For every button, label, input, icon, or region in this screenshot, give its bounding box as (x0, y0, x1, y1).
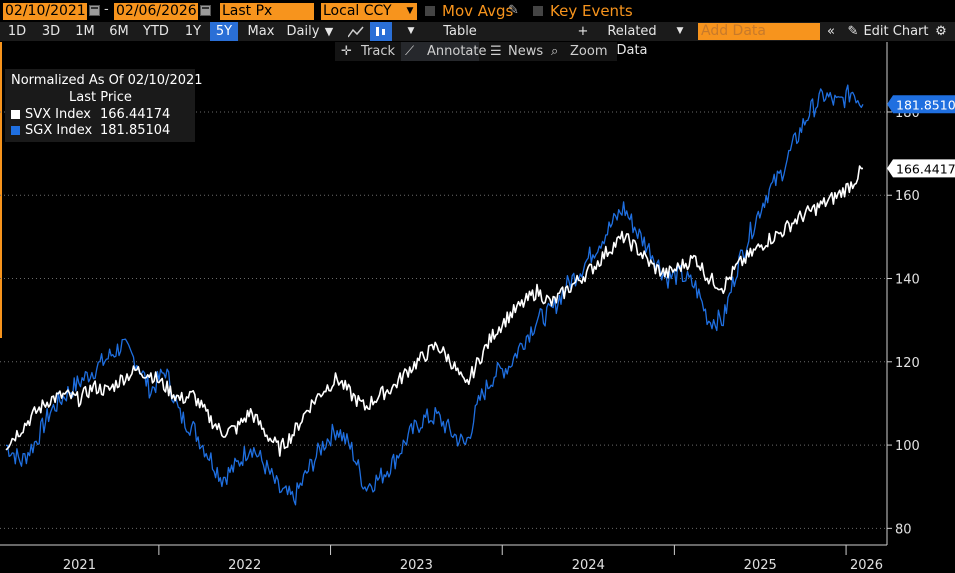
currency-dropdown-icon[interactable]: ▼ (403, 3, 417, 20)
y-tick-label: 140 (895, 273, 920, 288)
frequency-select[interactable]: Daily (286, 24, 320, 39)
series-line-sgx-index (5, 84, 864, 506)
annotate-icon: ⟋ (405, 44, 415, 59)
period-1d[interactable]: 1D (7, 24, 27, 39)
line-chart-icon[interactable] (345, 22, 367, 41)
chart-type-dropdown-icon[interactable]: ▼ (407, 26, 415, 36)
y-tick-label: 100 (895, 439, 920, 454)
price-tag-label: 166.44174 (896, 161, 955, 176)
legend-series-svx-name: SVX Index (25, 107, 91, 122)
legend-series-sgx-value: 181.85104 (100, 123, 171, 138)
collapse-icon[interactable]: « (827, 24, 835, 39)
period-max[interactable]: Max (247, 24, 275, 39)
period-3d[interactable]: 3D (41, 24, 61, 39)
magnifier-icon[interactable]: ⌕ (551, 44, 559, 59)
price-tag-box (887, 159, 955, 178)
price-tag-box (887, 95, 955, 114)
news-button[interactable]: News (508, 44, 544, 59)
related-data-button[interactable]: Related Data (607, 24, 657, 58)
period-5y[interactable]: 5Y (210, 22, 238, 41)
price-tag-label: 181.85104 (896, 97, 955, 112)
crosshair-icon[interactable]: ✛ (341, 44, 352, 59)
frequency-dropdown-icon[interactable]: ▼ (324, 25, 334, 38)
key-events-checkbox[interactable] (533, 6, 543, 16)
field-select[interactable]: Last Px (220, 3, 314, 20)
price-tag-sgx-index: 181.85104 (887, 95, 955, 114)
period-6m[interactable]: 6M (109, 24, 129, 39)
end-date-field[interactable]: 02/06/2026 (114, 3, 198, 20)
annotate-button[interactable]: ⟋ Annotate (401, 42, 486, 61)
x-tick-label: 2022 (228, 558, 261, 573)
chart-tools-bar: ✛ Track ⟋ Annotate ☰ News ⌕ Zoom (335, 42, 617, 61)
price-tag-svx-index: 166.44174 (887, 159, 955, 178)
currency-select[interactable]: Local CCY (321, 3, 403, 20)
period-toolbar: 1D 3D 1M 6M YTD 1Y 5Y Max Daily ▼ ▼ Tabl… (0, 22, 955, 58)
related-data-dropdown-icon[interactable]: ▼ (676, 26, 684, 36)
period-1m[interactable]: 1M (75, 24, 95, 39)
start-date-field[interactable]: 02/10/2021 (3, 3, 87, 20)
key-events-label[interactable]: Key Events (550, 2, 633, 20)
pencil-icon[interactable]: ✎ (508, 3, 519, 18)
top-toolbar: 02/10/2021 - 02/06/2026 Last Px Local CC… (0, 0, 955, 22)
start-calendar-icon[interactable] (89, 5, 100, 16)
series-line-svx-index (5, 165, 864, 457)
legend-series-sgx-name: SGX Index (25, 123, 93, 138)
mov-avgs-label[interactable]: Mov Avgs (442, 2, 514, 20)
end-calendar-icon[interactable] (200, 5, 211, 16)
x-tick-label: 2026 (850, 558, 883, 573)
bar-chart-icon[interactable] (370, 22, 392, 41)
legend-subtitle: Last Price (69, 90, 132, 105)
x-tick-label: 2023 (400, 558, 433, 573)
legend-swatch-svx (11, 110, 20, 119)
y-tick-label: 120 (895, 356, 920, 371)
x-tick-label: 2024 (572, 558, 605, 573)
x-tick-label: 2025 (744, 558, 777, 573)
plus-icon[interactable]: + (577, 24, 589, 39)
chart-grid (0, 111, 887, 529)
period-1y[interactable]: 1Y (184, 24, 202, 39)
period-ytd[interactable]: YTD (143, 24, 169, 39)
edit-chart-button[interactable]: Edit Chart (863, 24, 929, 39)
y-tick-label: 80 (895, 522, 912, 537)
y-tick-label: 160 (895, 189, 920, 204)
chart-series (5, 84, 864, 506)
chart-legend: Normalized As Of 02/10/2021 Last Price S… (5, 69, 203, 142)
annotate-label: Annotate (427, 44, 487, 59)
track-button[interactable]: Track (361, 44, 396, 59)
table-button[interactable]: Table (443, 24, 477, 39)
left-accent-marker (0, 42, 2, 338)
legend-swatch-sgx (11, 126, 20, 135)
legend-series-svx-value: 166.44174 (100, 107, 171, 122)
news-icon[interactable]: ☰ (490, 44, 502, 59)
date-separator: - (104, 2, 109, 17)
add-data-input[interactable]: Add Data (698, 23, 820, 40)
zoom-button[interactable]: Zoom (570, 44, 608, 59)
mov-avgs-checkbox[interactable] (425, 6, 435, 16)
legend-title: Normalized As Of 02/10/2021 (11, 73, 203, 88)
gear-icon[interactable]: ⚙ (935, 24, 947, 39)
x-tick-label: 2021 (63, 558, 96, 573)
edit-pencil-icon[interactable]: ✎ (847, 24, 859, 39)
